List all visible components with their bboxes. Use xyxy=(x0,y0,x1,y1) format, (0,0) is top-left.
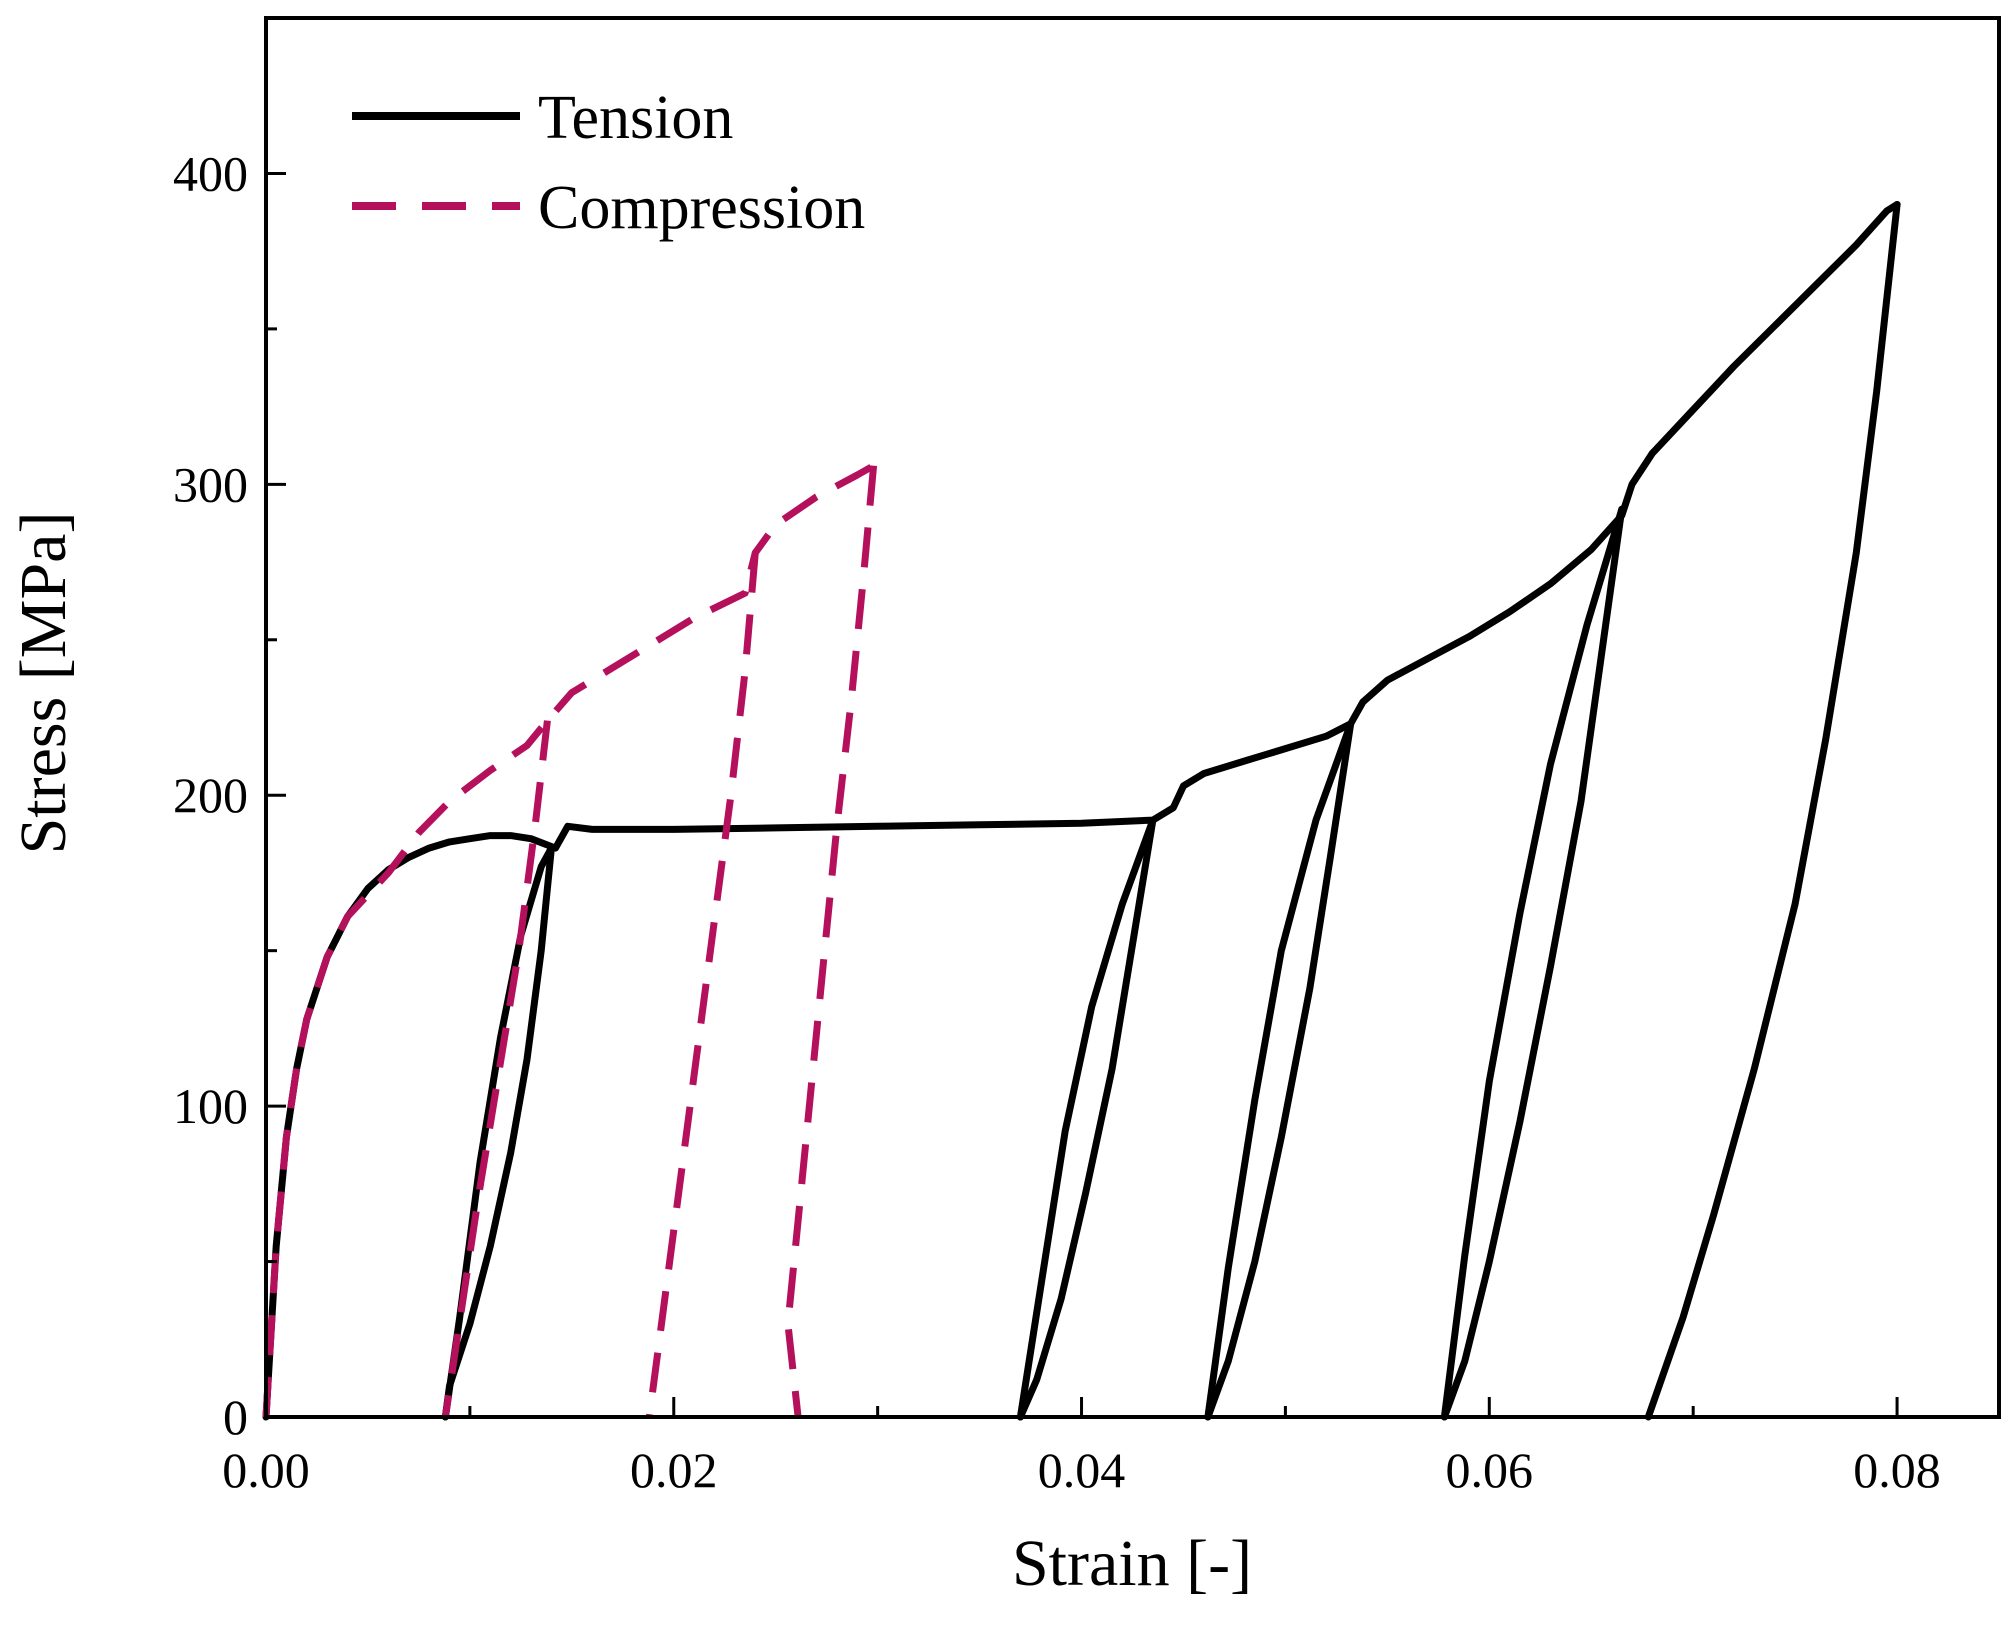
axis-tick-labels: 0.00 0.02 0.04 0.06 0.08 0 100 200 300 400 xyxy=(173,145,1941,1498)
legend-label-tension: Tension xyxy=(538,84,733,152)
legend-label-compression: Compression xyxy=(538,174,865,242)
compression-curve-segment xyxy=(441,720,551,1418)
tension-curve-segment xyxy=(441,844,555,1421)
y-tick-label: 300 xyxy=(173,456,248,512)
tension-curve-segment xyxy=(1440,505,1626,1421)
compression-curve-segment xyxy=(645,552,759,1418)
y-axis-title: Stress [MPa] xyxy=(7,512,80,855)
plot-frame xyxy=(264,16,2001,1419)
y-tick-label: 200 xyxy=(173,767,248,823)
tension-curve-segment xyxy=(441,844,555,1421)
x-tick-label: 0.04 xyxy=(1038,1442,1126,1498)
x-tick-label: 0.00 xyxy=(222,1442,310,1498)
tension-curve-segment xyxy=(262,201,1901,1421)
y-tick-label: 0 xyxy=(223,1389,248,1445)
axis-ticks xyxy=(264,171,1899,1419)
compression-curve-segment xyxy=(262,462,876,1418)
x-tick-label: 0.08 xyxy=(1853,1442,1941,1498)
tension-curve-segment xyxy=(1440,505,1626,1421)
y-tick-label: 100 xyxy=(173,1078,248,1134)
x-tick-label: 0.02 xyxy=(630,1442,718,1498)
tension-curve-segment xyxy=(1016,816,1157,1421)
tension-curve-segment xyxy=(1644,201,1901,1421)
x-tick-label: 0.06 xyxy=(1446,1442,1534,1498)
x-axis-title: Strain [-] xyxy=(1012,1527,1252,1600)
legend: Tension Compression xyxy=(352,84,865,242)
compression-curve-segment xyxy=(784,465,878,1418)
tension-curve-segment xyxy=(1016,816,1157,1421)
y-tick-label: 400 xyxy=(173,145,248,201)
tension-curve-segment xyxy=(1204,720,1355,1421)
plot-area xyxy=(262,201,1901,1421)
tension-curve-segment xyxy=(1204,720,1355,1421)
